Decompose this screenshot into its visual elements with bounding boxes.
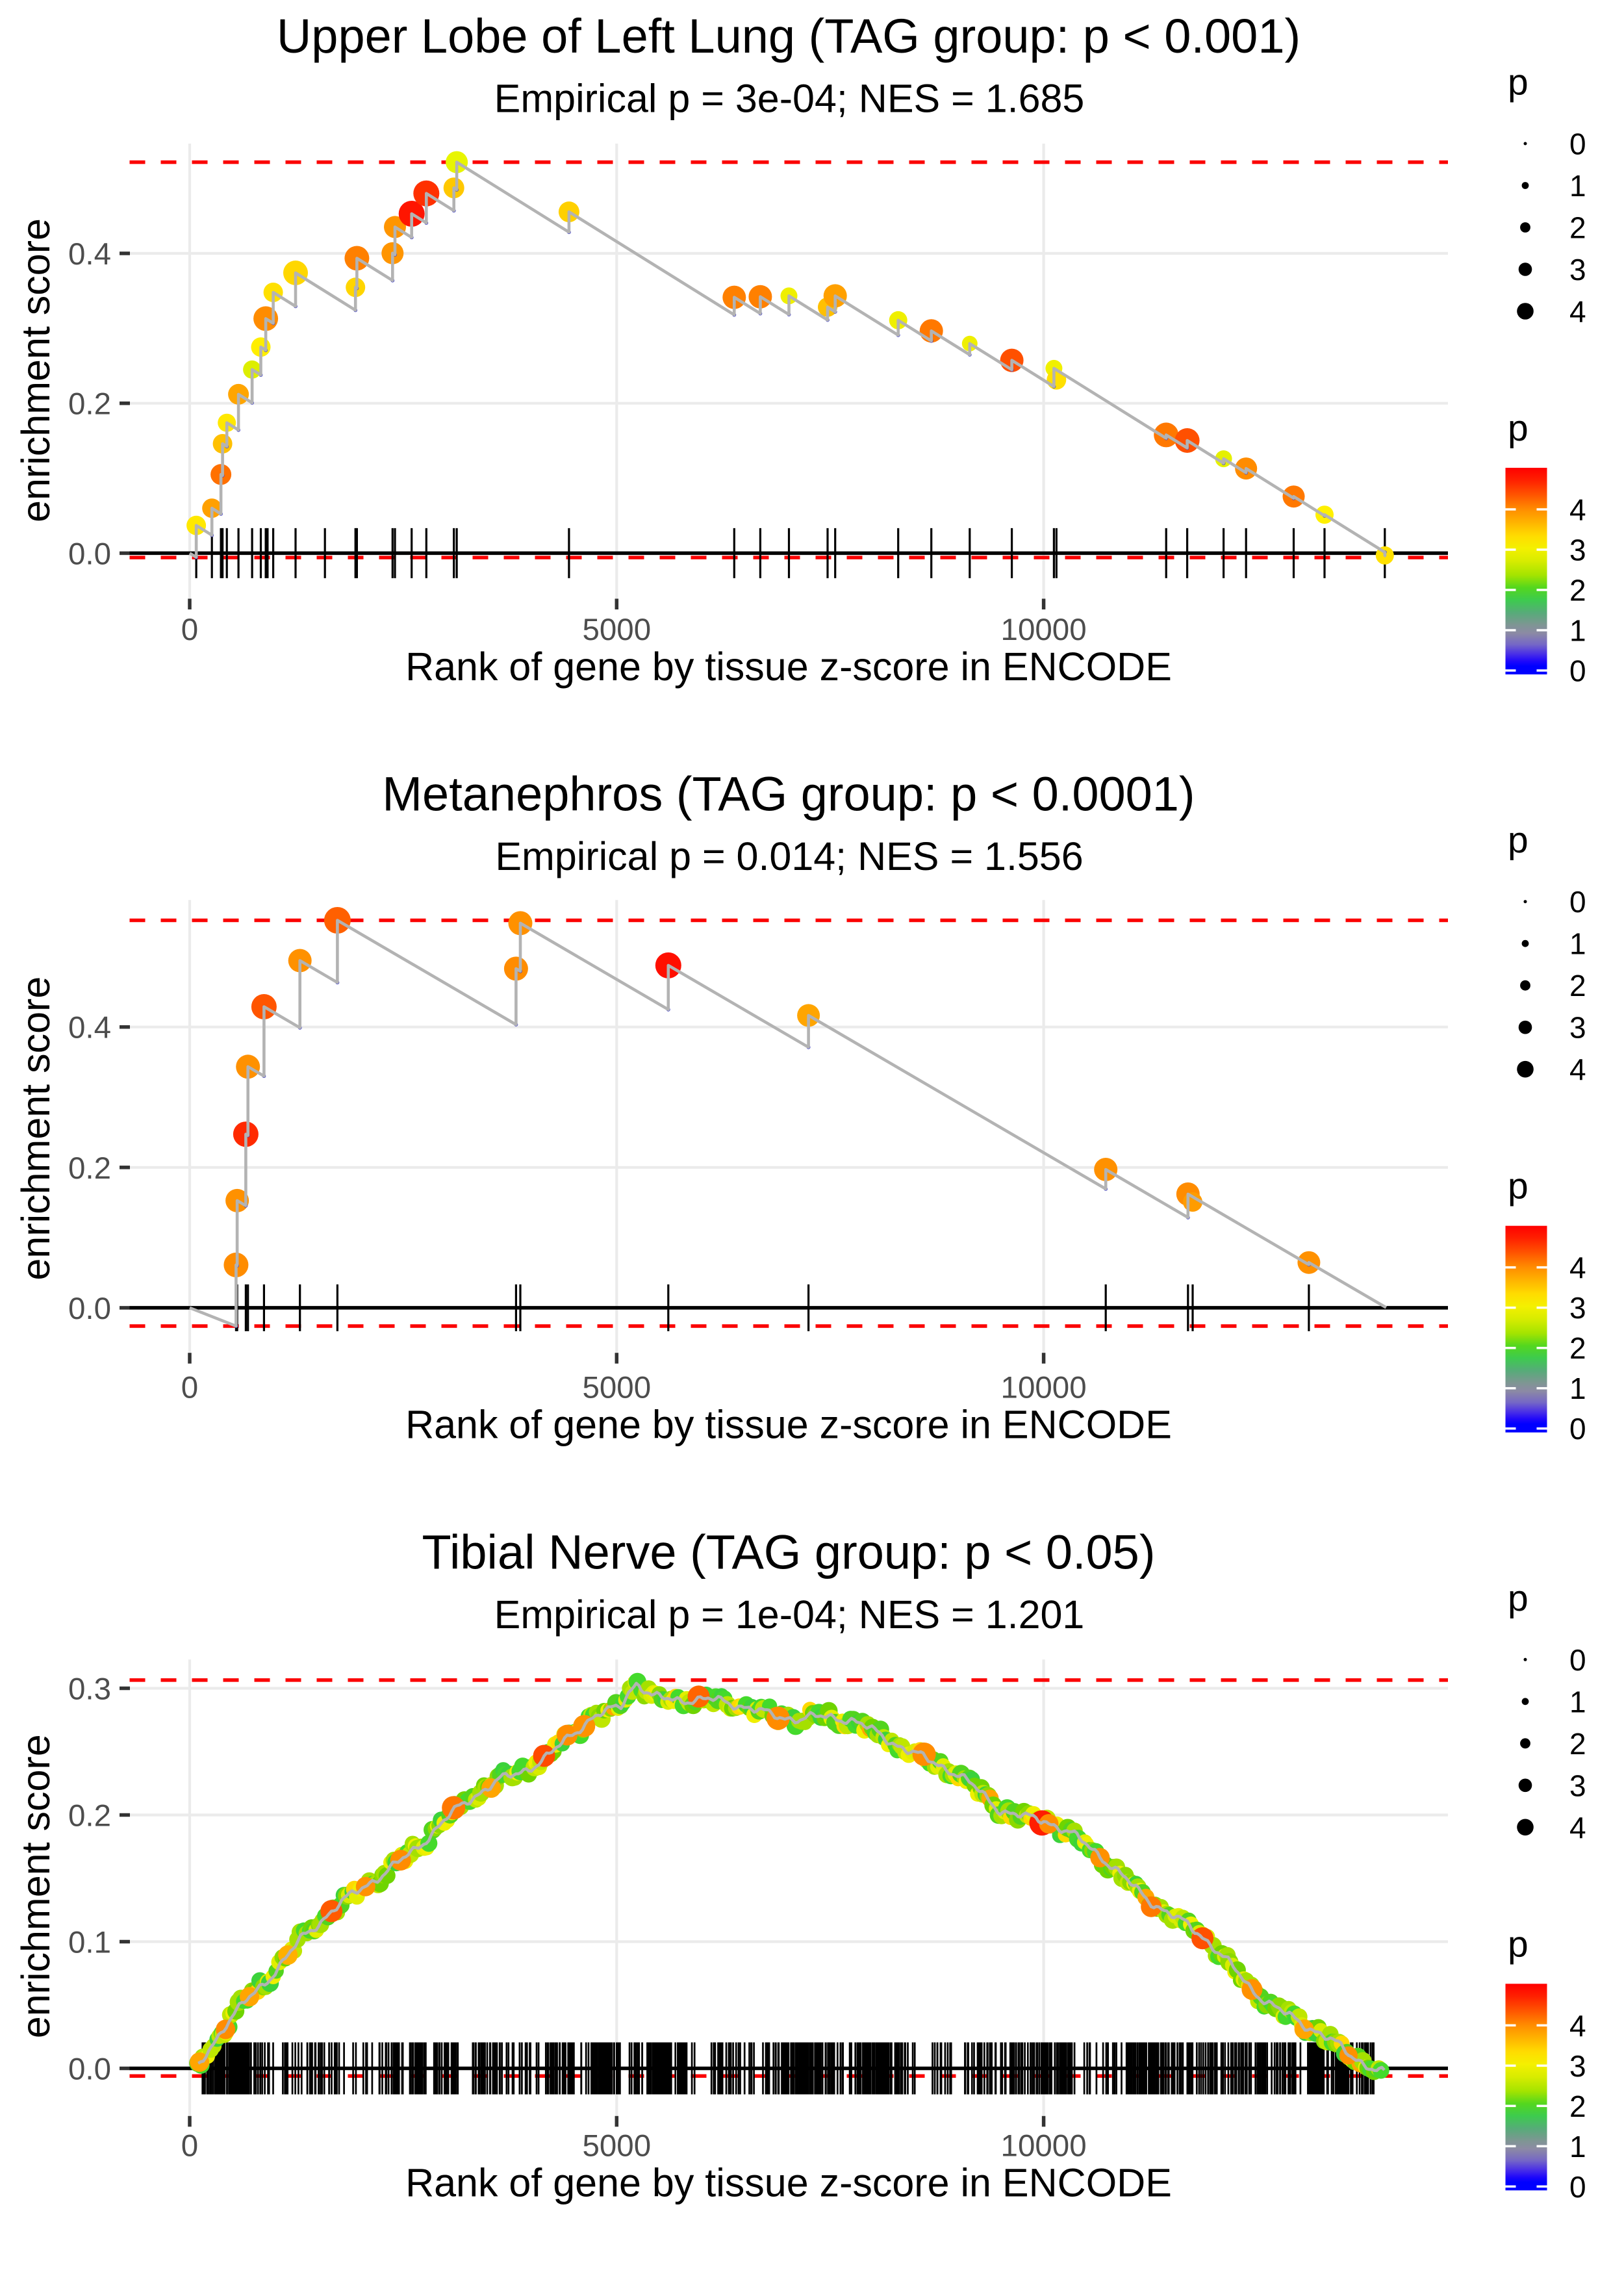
svg-text:1: 1: [1569, 1372, 1586, 1405]
svg-text:3: 3: [1569, 533, 1586, 567]
svg-text:enrichment score: enrichment score: [14, 1734, 58, 2038]
svg-text:5000: 5000: [582, 2128, 651, 2163]
svg-text:Empirical p = 3e-04; NES = 1.6: Empirical p = 3e-04; NES = 1.685: [494, 77, 1085, 121]
svg-text:Upper Lobe of Left Lung (TAG g: Upper Lobe of Left Lung (TAG group: p < …: [277, 9, 1300, 63]
svg-text:0.2: 0.2: [68, 1151, 111, 1186]
svg-text:2: 2: [1569, 2089, 1586, 2123]
svg-text:2: 2: [1569, 574, 1586, 607]
svg-text:2: 2: [1569, 1331, 1586, 1365]
svg-text:0.2: 0.2: [68, 387, 111, 422]
svg-text:enrichment score: enrichment score: [14, 218, 58, 522]
svg-text:Empirical p = 1e-04; NES = 1.2: Empirical p = 1e-04; NES = 1.201: [494, 1592, 1085, 1637]
svg-text:3: 3: [1569, 253, 1586, 287]
svg-text:0: 0: [1569, 2170, 1586, 2204]
svg-text:0.1: 0.1: [68, 1926, 111, 1960]
svg-text:Tibial Nerve (TAG group: p < 0: Tibial Nerve (TAG group: p < 0.05): [422, 1525, 1156, 1579]
svg-text:2: 2: [1569, 211, 1586, 245]
svg-text:0: 0: [1569, 127, 1586, 161]
svg-text:p: p: [1508, 407, 1529, 449]
svg-text:Rank of gene by tissue z-score: Rank of gene by tissue z-score in ENCODE: [405, 2160, 1172, 2204]
svg-text:0: 0: [1569, 1412, 1586, 1446]
svg-text:5000: 5000: [582, 613, 651, 647]
svg-text:4: 4: [1569, 295, 1586, 329]
svg-text:0: 0: [181, 1371, 198, 1405]
svg-text:0.2: 0.2: [68, 1799, 111, 1833]
svg-text:p: p: [1508, 1578, 1529, 1619]
svg-text:3: 3: [1569, 2049, 1586, 2083]
svg-text:1: 1: [1569, 2130, 1586, 2164]
svg-text:0: 0: [1569, 654, 1586, 688]
svg-text:3: 3: [1569, 1291, 1586, 1325]
svg-text:5000: 5000: [582, 1371, 651, 1405]
svg-text:enrichment score: enrichment score: [14, 977, 58, 1281]
svg-text:p: p: [1508, 1923, 1529, 1965]
svg-text:3: 3: [1569, 1769, 1586, 1802]
svg-text:0.0: 0.0: [68, 1292, 111, 1326]
svg-text:2: 2: [1569, 1727, 1586, 1761]
svg-text:10000: 10000: [1001, 1371, 1087, 1405]
svg-text:1: 1: [1569, 1685, 1586, 1718]
svg-text:Empirical p = 0.014; NES = 1.5: Empirical p = 0.014; NES = 1.556: [495, 834, 1083, 878]
svg-text:0: 0: [181, 2128, 198, 2163]
svg-text:4: 4: [1569, 493, 1586, 527]
svg-text:0.4: 0.4: [68, 237, 111, 272]
svg-text:p: p: [1508, 62, 1529, 103]
svg-text:4: 4: [1569, 1251, 1586, 1284]
svg-text:Metanephros (TAG group: p < 0.: Metanephros (TAG group: p < 0.0001): [382, 767, 1195, 821]
svg-text:10000: 10000: [1001, 2128, 1087, 2163]
svg-text:4: 4: [1569, 2009, 1586, 2043]
svg-text:4: 4: [1569, 1811, 1586, 1845]
svg-text:0: 0: [181, 613, 198, 647]
svg-text:0: 0: [1569, 885, 1586, 919]
svg-text:0.3: 0.3: [68, 1672, 111, 1707]
svg-text:1: 1: [1569, 169, 1586, 203]
svg-text:0.4: 0.4: [68, 1011, 111, 1045]
svg-text:2: 2: [1569, 969, 1586, 1003]
svg-text:3: 3: [1569, 1011, 1586, 1045]
svg-text:Rank of gene by tissue z-score: Rank of gene by tissue z-score in ENCODE: [405, 1403, 1172, 1447]
svg-text:10000: 10000: [1001, 613, 1087, 647]
svg-text:p: p: [1508, 1166, 1529, 1207]
svg-text:p: p: [1508, 819, 1529, 861]
svg-text:Rank of gene by tissue z-score: Rank of gene by tissue z-score in ENCODE: [405, 645, 1172, 689]
svg-text:1: 1: [1569, 614, 1586, 648]
svg-text:4: 4: [1569, 1053, 1586, 1086]
svg-text:0: 0: [1569, 1643, 1586, 1677]
svg-text:0.0: 0.0: [68, 537, 111, 571]
svg-text:1: 1: [1569, 927, 1586, 961]
svg-text:0.0: 0.0: [68, 2052, 111, 2087]
